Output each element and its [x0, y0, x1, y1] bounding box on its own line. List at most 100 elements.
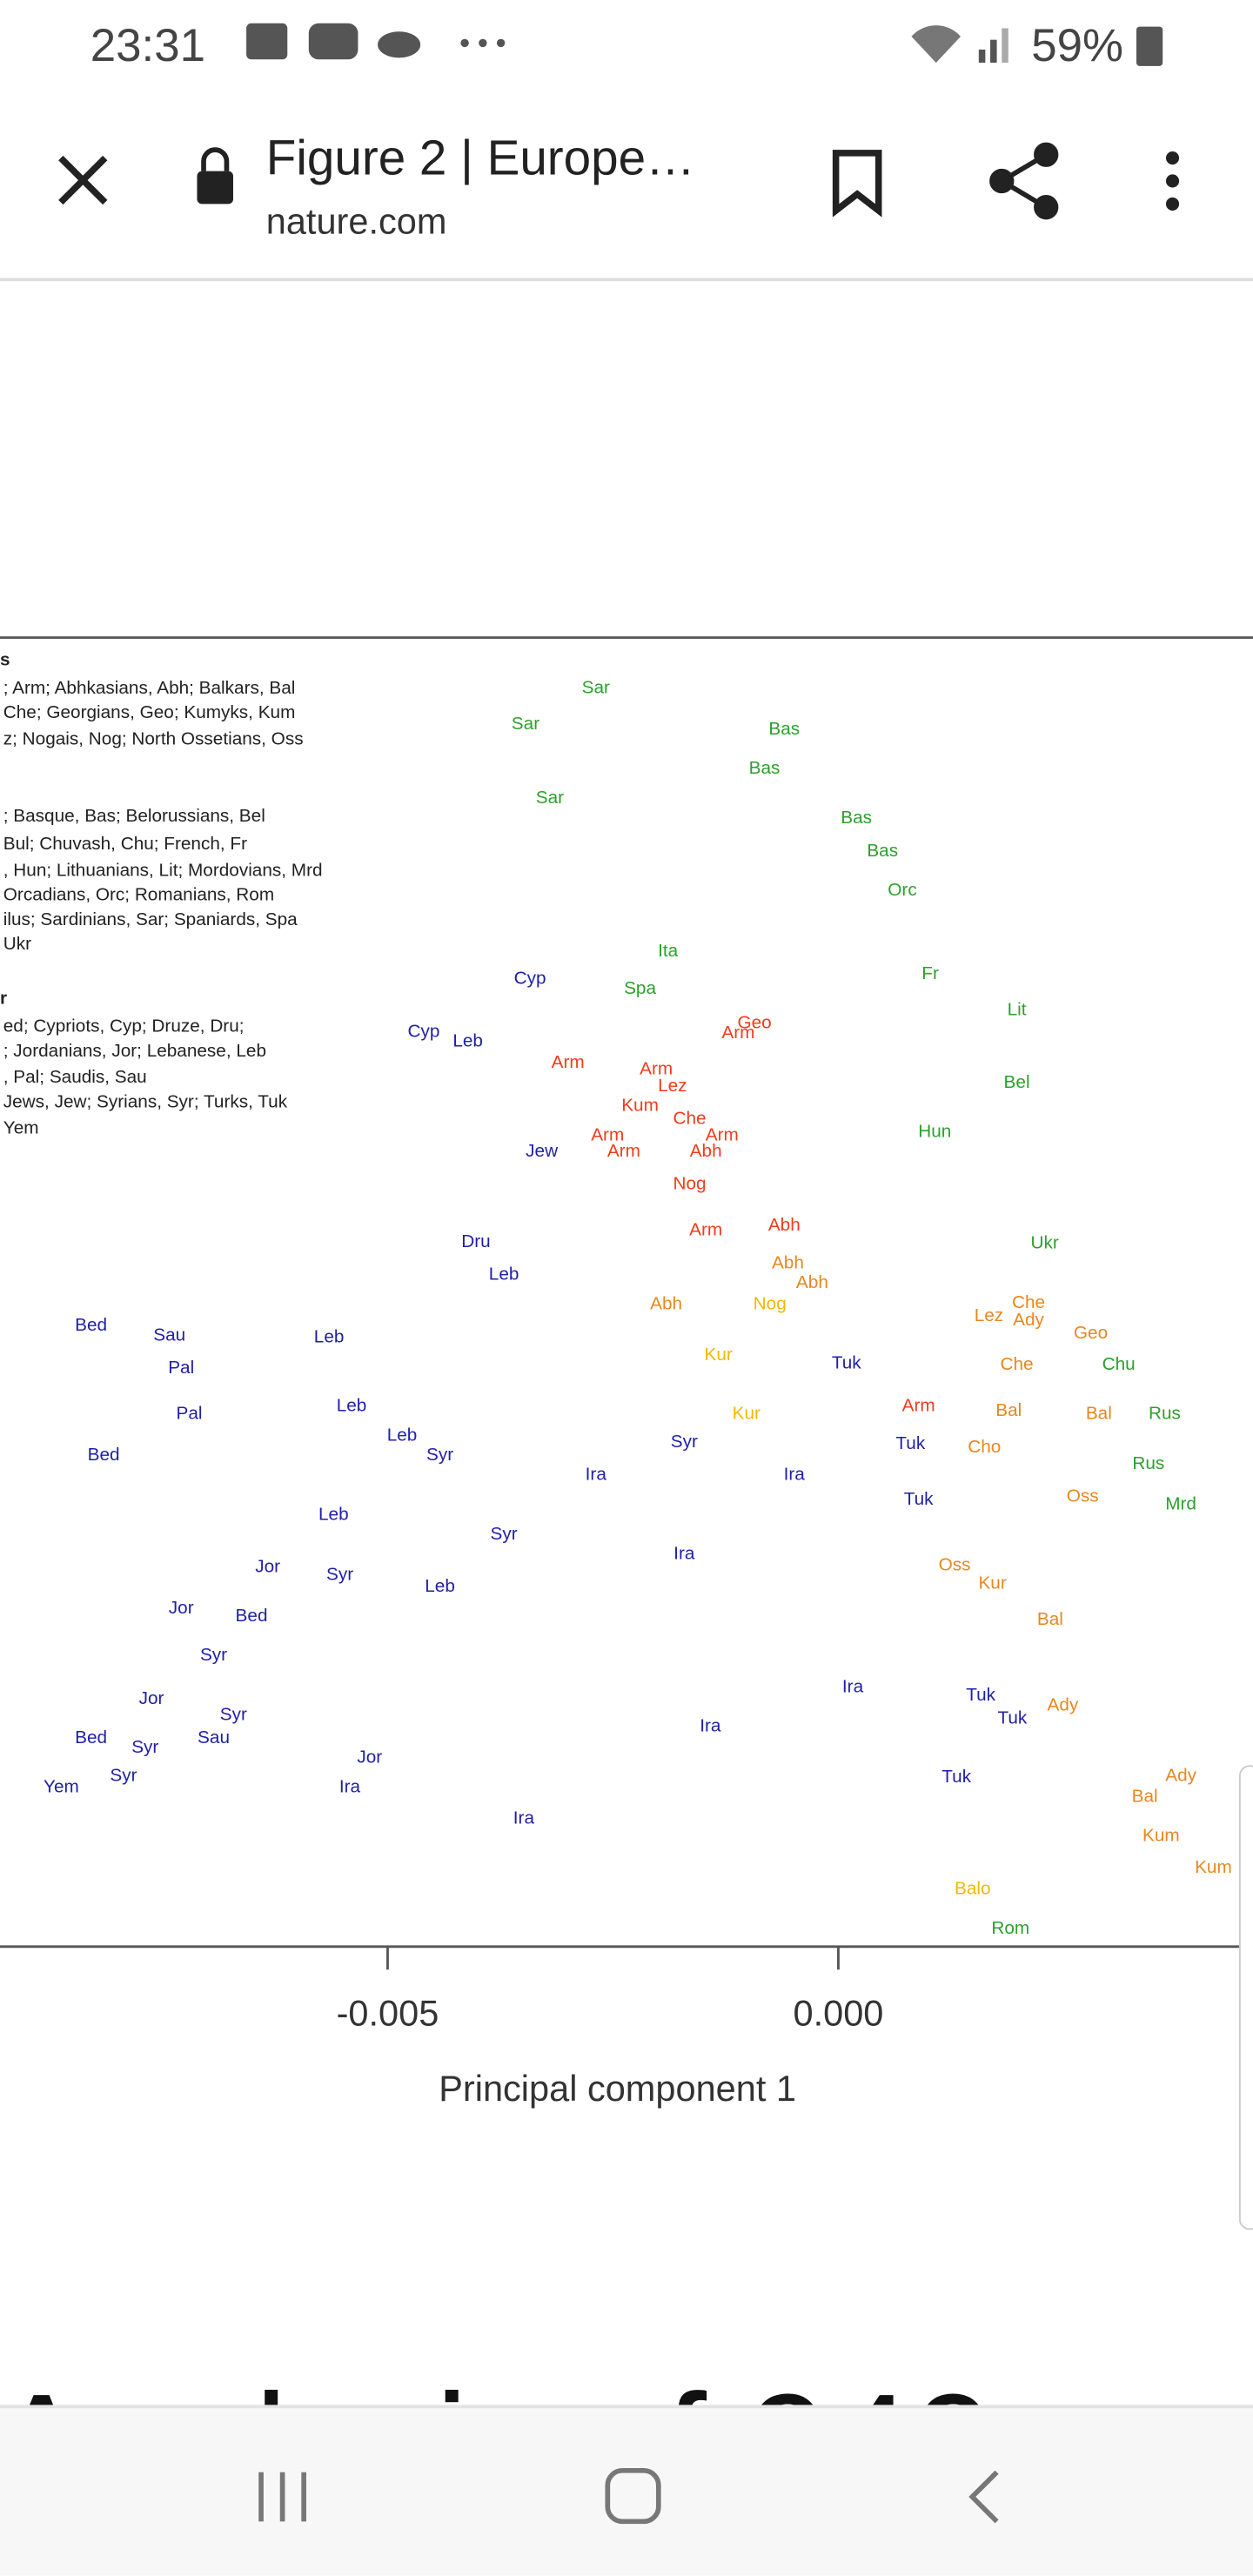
point-label: Geo	[737, 1013, 771, 1033]
point-label: Leb	[337, 1396, 367, 1416]
point-label: Ita	[658, 941, 679, 961]
point-label: Dru	[461, 1231, 490, 1251]
legend-text: ed; Cypriots, Cyp; Druze, Dru;	[3, 1016, 245, 1036]
point-label: Abh	[690, 1141, 722, 1161]
legend-text: ; Basque, Bas; Belorussians, Bel	[3, 806, 265, 826]
point-label: Sar	[536, 788, 564, 808]
recents-button[interactable]	[258, 2472, 306, 2522]
point-label: Bed	[236, 1606, 268, 1626]
status-icons	[246, 23, 1163, 66]
legend-text: , Pal; Saudis, Sau	[3, 1067, 147, 1087]
point-label: Jor	[357, 1747, 382, 1767]
legend-text: ilus; Sardinians, Sar; Spaniards, Spa	[3, 909, 298, 929]
point-label: Ira	[784, 1465, 806, 1485]
point-label: Arm	[706, 1124, 739, 1144]
point-label: Sar	[582, 678, 610, 698]
point-label: Lit	[1008, 1000, 1027, 1020]
point-label: Geo	[1074, 1323, 1108, 1343]
point-label: Bas	[749, 758, 781, 778]
status-time: 23:31	[90, 20, 205, 71]
x-tick-label: 0.000	[794, 1992, 884, 2033]
point-label: Ira	[842, 1676, 864, 1696]
point-label: Abh	[768, 1215, 801, 1235]
point-label: Jor	[255, 1557, 280, 1577]
chart: -0.005 0.000 s ; Arm; Abhkasians, Abh; Balk…	[0, 650, 1232, 2034]
point-label: Kur	[705, 1345, 733, 1365]
point-label: Kur	[978, 1573, 1006, 1593]
point-label: Nog	[673, 1174, 706, 1194]
point-label: Syr	[491, 1524, 518, 1544]
point-label: Bas	[841, 808, 872, 828]
point-label: Bed	[75, 1315, 107, 1335]
point-label: Che	[1012, 1292, 1045, 1312]
point-label: Sau	[153, 1325, 185, 1345]
legend-text: Che; Georgians, Geo; Kumyks, Kum	[3, 702, 296, 722]
point-label: Arm	[552, 1052, 585, 1072]
point-label: Cyp	[514, 969, 546, 989]
share-button[interactable]	[989, 142, 1059, 220]
point-label: Syr	[220, 1705, 247, 1725]
point-label: Syr	[326, 1565, 353, 1585]
point-label: Rom	[991, 1918, 1029, 1938]
point-label: Arm	[640, 1058, 673, 1078]
point-label: Spa	[624, 978, 656, 998]
legend-text: Yem	[3, 1118, 39, 1138]
point-label: Ira	[586, 1465, 607, 1485]
point-label: Ady	[1048, 1694, 1079, 1714]
legend-text: r	[0, 988, 7, 1008]
point-label: Fr	[921, 963, 939, 983]
x-tick-label: -0.005	[337, 1992, 439, 2033]
point-label: Pal	[177, 1404, 203, 1424]
legend-text: z; Nogais, Nog; North Ossetians, Oss	[3, 728, 304, 748]
bookmark-button[interactable]	[832, 150, 882, 218]
point-label: Bal	[1132, 1787, 1158, 1807]
legend-text: ; Arm; Abhkasians, Abh; Balkars, Bal	[3, 678, 296, 698]
legend-text: , Hun; Lithuanians, Lit; Mordovians, Mrd	[3, 860, 323, 880]
point-label: Tuk	[966, 1685, 995, 1705]
menu-button[interactable]	[1165, 151, 1180, 211]
x-axis-label: Principal component 1	[439, 2068, 796, 2109]
point-label: Leb	[387, 1425, 418, 1445]
point-label: Rus	[1149, 1404, 1181, 1424]
point-label: Cho	[968, 1437, 1001, 1457]
close-button[interactable]	[58, 155, 108, 205]
point-label: Hun	[918, 1122, 951, 1142]
point-label: Arm	[721, 1023, 754, 1043]
point-label: Bed	[75, 1727, 107, 1748]
point-label: Nog	[754, 1293, 787, 1313]
point-label: Che	[1001, 1354, 1034, 1374]
page-url: nature.com	[266, 200, 447, 241]
back-button[interactable]	[968, 2470, 999, 2524]
nav-bar	[0, 2406, 1253, 2576]
legend-text: Orcadians, Orc; Romanians, Rom	[3, 885, 274, 905]
point-label: Leb	[314, 1327, 345, 1347]
home-button[interactable]	[605, 2468, 661, 2525]
point-label: Pal	[168, 1358, 194, 1378]
scrollbar[interactable]	[1238, 1765, 1253, 2231]
point-label: Bal	[1037, 1609, 1063, 1629]
point-label: Rus	[1132, 1453, 1164, 1473]
point-label: Kur	[733, 1404, 761, 1424]
point-label: Kum	[1195, 1857, 1232, 1877]
point-label: Syr	[200, 1645, 227, 1665]
legend-text: Jews, Jew; Syrians, Syr; Turks, Tuk	[3, 1091, 288, 1111]
point-label: Tuk	[832, 1353, 861, 1373]
point-label: Bed	[88, 1445, 120, 1465]
point-label: Tuk	[997, 1707, 1027, 1727]
point-label: Bal	[995, 1400, 1022, 1420]
point-label: Lez	[975, 1305, 1003, 1325]
point-label: Ira	[513, 1808, 535, 1828]
point-label: Leb	[452, 1031, 483, 1051]
point-label: Bas	[768, 719, 800, 739]
legend-text: Ukr	[3, 934, 31, 954]
point-label: Leb	[489, 1264, 519, 1284]
point-label: Chu	[1102, 1354, 1136, 1374]
point-label: Syr	[131, 1737, 158, 1757]
legend-text: s	[0, 650, 10, 670]
point-label: Mrd	[1165, 1493, 1196, 1513]
point-label: Leb	[425, 1576, 455, 1596]
point-label: Jor	[139, 1688, 164, 1708]
point-label: Arm	[607, 1141, 640, 1161]
